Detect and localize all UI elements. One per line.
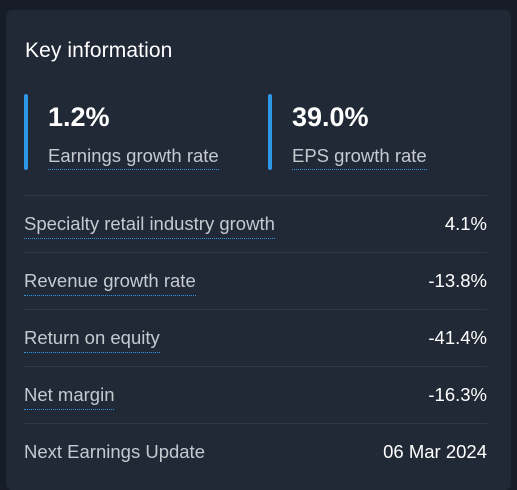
- net-margin-value: -16.3%: [428, 384, 487, 405]
- list-item-revenue-growth: Revenue growth rate -13.8%: [24, 252, 487, 309]
- highlight-accent-bar: [24, 94, 28, 170]
- eps-growth-value: 39.0%: [292, 102, 369, 132]
- industry-growth-value: 4.1%: [444, 213, 487, 234]
- highlight-accent-bar: [268, 94, 272, 170]
- list-item-industry-growth: Specialty retail industry growth 4.1%: [24, 195, 487, 252]
- list-item-return-on-equity: Return on equity -41.4%: [24, 309, 487, 366]
- revenue-growth-value: -13.8%: [428, 270, 487, 291]
- industry-growth-label[interactable]: Specialty retail industry growth: [24, 212, 275, 239]
- key-information-card: Key information 1.2% Earnings growth rat…: [6, 10, 511, 490]
- next-earnings-update-value: 06 Mar 2024: [383, 441, 487, 462]
- return-on-equity-label[interactable]: Return on equity: [24, 326, 160, 353]
- list-item-net-margin: Net margin -16.3%: [24, 366, 487, 423]
- return-on-equity-value: -41.4%: [428, 327, 487, 348]
- next-earnings-update-label: Next Earnings Update: [24, 441, 205, 462]
- earnings-growth-value: 1.2%: [48, 102, 110, 132]
- net-margin-label[interactable]: Net margin: [24, 383, 115, 410]
- key-information-list: Specialty retail industry growth 4.1% Re…: [24, 195, 487, 480]
- card-title: Key information: [25, 39, 173, 62]
- eps-growth-label[interactable]: EPS growth rate: [292, 144, 427, 170]
- list-item-next-earnings-update: Next Earnings Update 06 Mar 2024: [24, 423, 487, 480]
- revenue-growth-label[interactable]: Revenue growth rate: [24, 269, 196, 296]
- earnings-growth-label[interactable]: Earnings growth rate: [48, 144, 219, 170]
